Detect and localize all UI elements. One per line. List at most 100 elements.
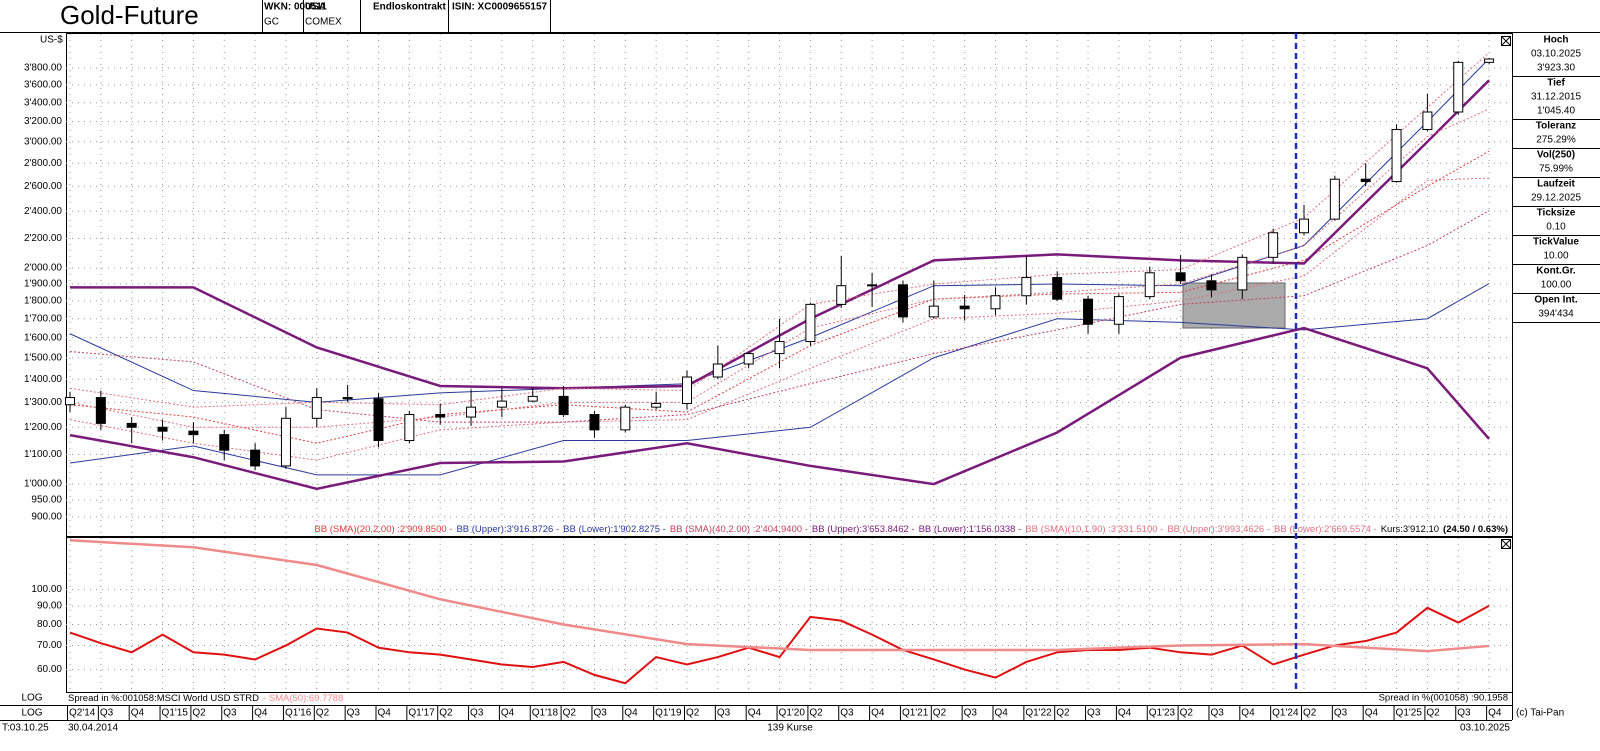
candle-body bbox=[466, 406, 477, 418]
candle-body bbox=[1052, 277, 1063, 300]
status: T:03.10.25 bbox=[2, 723, 49, 734]
header-field: COMEX bbox=[305, 17, 342, 28]
legend: Spread in %:001058:MSCI World USD STRD - … bbox=[68, 693, 343, 704]
legend-entry: BB (Upper):3'993.4626 - bbox=[1167, 524, 1270, 535]
y-tick-label: 3'800.00 bbox=[24, 63, 62, 74]
y-tick-label: 90.00 bbox=[37, 601, 62, 612]
legend-entry: Spread in %(001058) :90.1958 bbox=[1379, 693, 1508, 704]
candle-body bbox=[1268, 232, 1279, 258]
plot bbox=[65, 52, 1495, 685]
x-tick-label: Q2 bbox=[1426, 708, 1440, 719]
legend: BB (SMA)(20,2.00) :2'909.8500 - BB (Upper… bbox=[314, 524, 1508, 535]
x-tick-label: Q1'16 bbox=[285, 708, 312, 719]
x-tick-label: Q1'22 bbox=[1025, 708, 1052, 719]
series-line bbox=[69, 326, 1491, 491]
x-tick-label: Q3 bbox=[1334, 708, 1348, 719]
x-tick-label: Q3 bbox=[1457, 708, 1471, 719]
y-tick-label: 2'600.00 bbox=[24, 181, 62, 192]
candle-body bbox=[1021, 277, 1032, 297]
series-line bbox=[69, 283, 1490, 476]
candle-body bbox=[219, 434, 230, 451]
x-tick-label: Q2 bbox=[563, 708, 577, 719]
x-tick-label: Q4 bbox=[871, 708, 885, 719]
x-tick-label: Q1'24 bbox=[1272, 708, 1299, 719]
y-tick-label: 1'300.00 bbox=[24, 397, 62, 408]
legend-entry: BB (Lower):1'156.0338 - bbox=[919, 524, 1022, 535]
candle-body bbox=[589, 414, 600, 431]
y-tick-label: 2'800.00 bbox=[24, 158, 62, 169]
last-price: Kurs:3'912.10 bbox=[1381, 524, 1439, 535]
stat-label: Hoch bbox=[1544, 35, 1569, 46]
x-tick-label: Q1'23 bbox=[1149, 708, 1176, 719]
candle-body bbox=[1422, 111, 1433, 130]
y-tick-label: 1'600.00 bbox=[24, 332, 62, 343]
candle-body bbox=[558, 395, 569, 416]
candle-body bbox=[1144, 272, 1155, 298]
stat-value: 10.00 bbox=[1543, 251, 1568, 262]
candle-body bbox=[280, 417, 291, 467]
x-tick-label: Q2 bbox=[1056, 708, 1070, 719]
stat-value: 29.12.2025 bbox=[1531, 193, 1581, 204]
header-field: USA bbox=[305, 2, 326, 13]
candle-body bbox=[620, 406, 631, 431]
series-line bbox=[69, 177, 1490, 461]
candle-body bbox=[682, 376, 692, 405]
stat-value: 275.29% bbox=[1536, 135, 1576, 146]
candle-body bbox=[435, 414, 446, 418]
end-date: 03.10.2025 bbox=[1460, 723, 1510, 734]
x-tick-label: Q2 bbox=[1180, 708, 1194, 719]
x-tick-label: Q4 bbox=[1488, 708, 1502, 719]
close-button[interactable] bbox=[1501, 539, 1511, 549]
y-tick-label: 1'700.00 bbox=[24, 313, 62, 324]
candle-body bbox=[1391, 128, 1402, 183]
copyright: (c) Tai-Pan bbox=[1516, 708, 1564, 719]
candle-body bbox=[712, 363, 723, 378]
y-tick-label: 900.00 bbox=[31, 512, 62, 523]
candle-body bbox=[959, 305, 970, 310]
series-line bbox=[69, 604, 1490, 685]
x-tick-label: Q3 bbox=[100, 708, 114, 719]
x-tick-label: Q4 bbox=[1241, 708, 1255, 719]
scale-label: LOG bbox=[21, 693, 42, 704]
series-line bbox=[69, 539, 1490, 653]
candle-body bbox=[897, 284, 908, 318]
title: Gold-Future bbox=[60, 0, 199, 30]
x-tick-label: Q4 bbox=[131, 708, 145, 719]
candle-body bbox=[250, 449, 261, 467]
count: 139 Kurse bbox=[767, 723, 813, 734]
x-tick-label: Q1'19 bbox=[655, 708, 682, 719]
y-tick-label: 1'900.00 bbox=[24, 279, 62, 290]
candle-body bbox=[928, 305, 939, 318]
x-tick-label: Q3 bbox=[964, 708, 978, 719]
close-button[interactable] bbox=[1501, 36, 1511, 46]
x-tick-label: Q1'18 bbox=[532, 708, 559, 719]
candle-body bbox=[1113, 296, 1124, 325]
y-tick-label: 100.00 bbox=[31, 584, 62, 595]
x-tick-label: Q1'17 bbox=[408, 708, 435, 719]
y-tick-label: 3'600.00 bbox=[24, 80, 62, 91]
legend-entry: BB (Lower):2'669.5574 - bbox=[1274, 524, 1377, 535]
candle-body bbox=[311, 397, 322, 419]
header-field: WKN: 000511 bbox=[264, 2, 327, 13]
candle-body bbox=[651, 403, 662, 408]
header-field: Endloskontrakt bbox=[373, 2, 446, 13]
x-tick-label: Q3 bbox=[470, 708, 484, 719]
x-tick-label: Q1'21 bbox=[902, 708, 929, 719]
candle-body bbox=[836, 285, 847, 305]
legend-entry: BB (SMA)(20,2.00) :2'909.8500 - bbox=[314, 524, 452, 535]
y-tick-label: 1'400.00 bbox=[24, 374, 62, 385]
stat-value: 75.99% bbox=[1539, 164, 1573, 175]
header-field: GC bbox=[264, 17, 279, 28]
header-fields: WKN: 000511 GC USA COMEX Endloskontrakt ISIN:… bbox=[262, 0, 551, 32]
start-date: 30.04.2014 bbox=[68, 723, 118, 734]
stat-value: 03.10.2025 bbox=[1531, 49, 1581, 60]
x-tick-label: Q3 bbox=[223, 708, 237, 719]
candle-body bbox=[1237, 256, 1248, 291]
y-tick-label: 2'200.00 bbox=[24, 233, 62, 244]
stat-label: Tief bbox=[1547, 78, 1565, 89]
stat-label: Laufzeit bbox=[1537, 179, 1575, 190]
candle-body bbox=[1175, 272, 1186, 282]
